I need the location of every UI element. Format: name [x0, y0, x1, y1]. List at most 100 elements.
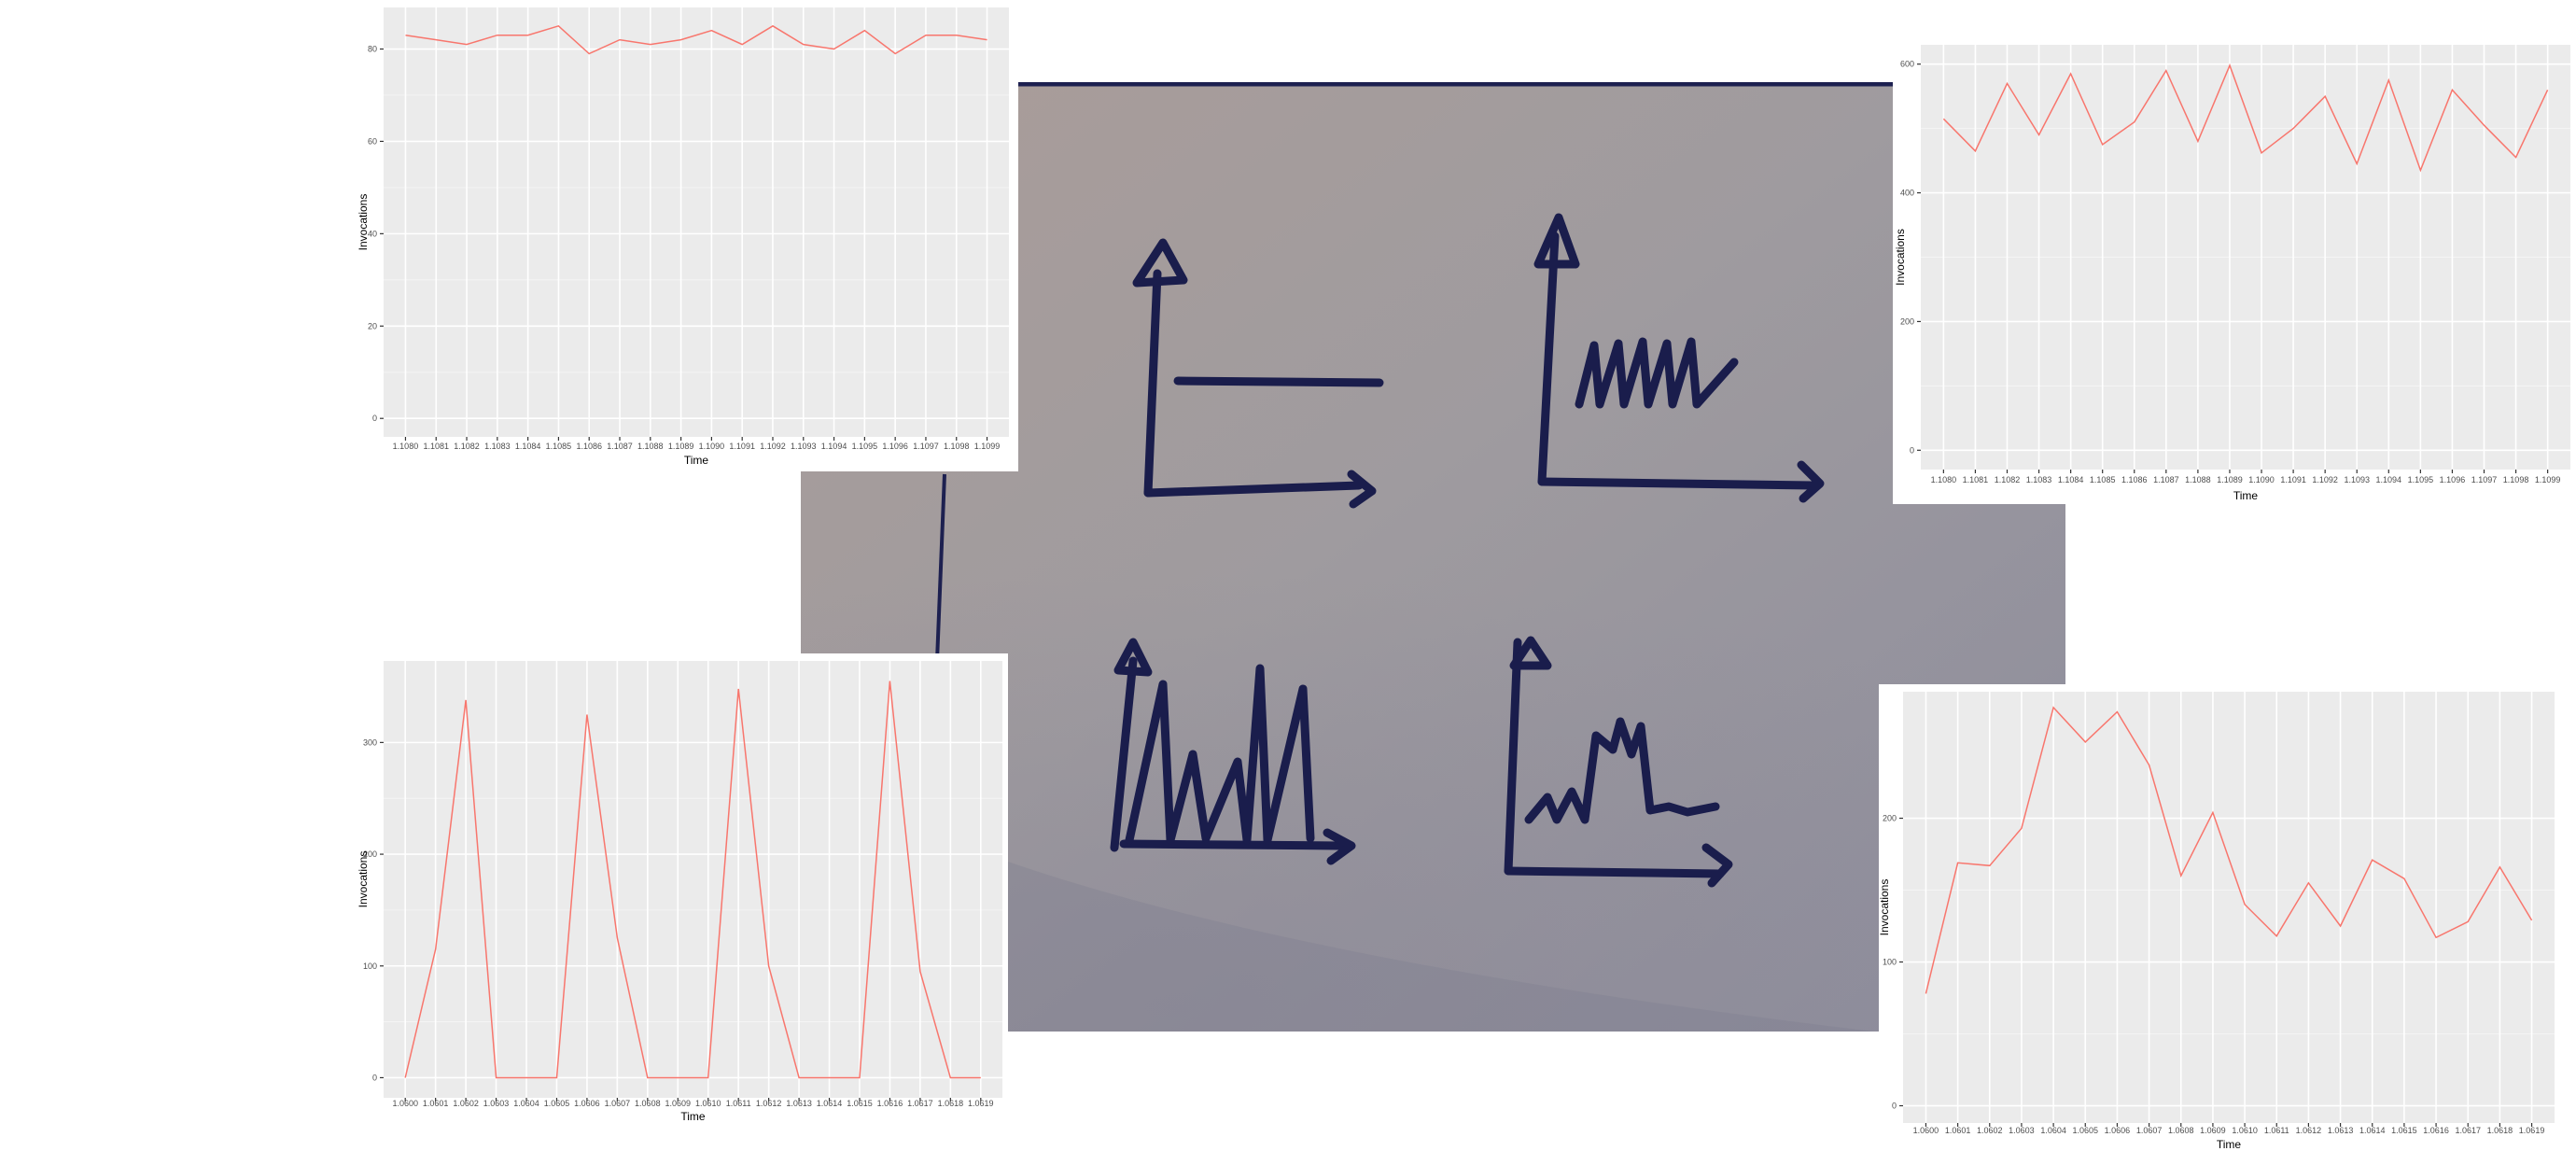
- y-axis-title: Invocations: [1879, 879, 1891, 936]
- x-tick-label: 1.0610: [2232, 1126, 2258, 1135]
- x-tick-label: 1.0612: [2296, 1126, 2322, 1135]
- x-tick-label: 1.0601: [1945, 1126, 1971, 1135]
- y-tick-label: 40: [368, 229, 377, 238]
- x-tick-label: 1.1082: [454, 442, 480, 451]
- x-tick-label: 1.0610: [695, 1099, 721, 1108]
- chart-svg: 0 200 400 600 1.1080 1.1081 1.1082 1.1083 1.1084…: [1894, 45, 2570, 502]
- x-tick-label: 1.1087: [2153, 475, 2179, 484]
- x-tick-label: 1.0611: [2264, 1126, 2289, 1135]
- x-tick-label: 1.1080: [393, 442, 419, 451]
- y-tick-label: 200: [363, 849, 377, 859]
- y-tick-label: 100: [363, 962, 377, 971]
- x-tick-label: 1.1093: [2344, 475, 2370, 484]
- x-tick-label: 1.1096: [2440, 475, 2466, 484]
- y-tick-label: 300: [363, 737, 377, 747]
- x-tick-label: 1.1099: [2535, 475, 2561, 484]
- x-tick-label: 1.0618: [938, 1099, 964, 1108]
- x-tick-label: 1.0609: [665, 1099, 692, 1108]
- x-tick-label: 1.0616: [877, 1099, 903, 1108]
- x-tick-label: 1.0603: [2009, 1126, 2035, 1135]
- x-tick-label: 1.1088: [2185, 475, 2211, 484]
- x-tick-label: 1.1095: [2408, 475, 2434, 484]
- x-tick-label: 1.0604: [513, 1099, 539, 1108]
- x-tick-label: 1.1092: [760, 442, 786, 451]
- line-chart-1: 0 20 40 60 80 1.1080 1.1081 1.1082 1.1083 1.1084 1…: [357, 0, 1018, 471]
- x-tick-label: 1.1081: [1963, 475, 1989, 484]
- y-tick-label: 0: [372, 1073, 377, 1082]
- x-tick-label: 1.1082: [1995, 475, 2021, 484]
- x-tick-label: 1.0615: [2391, 1126, 2417, 1135]
- x-tick-label: 1.0602: [453, 1099, 479, 1108]
- x-tick-label: 1.1080: [1931, 475, 1957, 484]
- y-tick-label: 200: [1883, 814, 1897, 823]
- x-tick-label: 1.1097: [2471, 475, 2498, 484]
- x-tick-label: 1.1097: [913, 442, 939, 451]
- x-tick-label: 1.1085: [2090, 475, 2116, 484]
- x-tick-label: 1.1099: [974, 442, 1001, 451]
- x-tick-label: 1.1091: [729, 442, 755, 451]
- x-tick-label: 1.0608: [2168, 1126, 2194, 1135]
- x-tick-label: 1.1086: [576, 442, 602, 451]
- x-tick-label: 1.0609: [2200, 1126, 2226, 1135]
- x-tick-label: 1.0617: [907, 1099, 933, 1108]
- x-axis-title: Time: [680, 1110, 706, 1123]
- y-tick-label: 0: [372, 414, 377, 423]
- x-tick-label: 1.0605: [544, 1099, 570, 1108]
- y-axis-title: Invocations: [357, 851, 370, 908]
- y-axis-title: Invocations: [357, 194, 370, 251]
- x-tick-label: 1.1083: [2026, 475, 2052, 484]
- x-tick-label: 1.0602: [1977, 1126, 2003, 1135]
- x-tick-label: 1.0618: [2487, 1126, 2513, 1135]
- x-tick-label: 1.0615: [847, 1099, 873, 1108]
- x-tick-label: 1.1083: [484, 442, 511, 451]
- series-line: [1925, 706, 2533, 994]
- plot-panel: [384, 7, 1009, 437]
- x-tick-label: 1.1093: [791, 442, 817, 451]
- y-tick-label: 80: [368, 45, 377, 54]
- x-tick-label: 1.0617: [2455, 1126, 2481, 1135]
- x-tick-label: 1.0614: [2359, 1126, 2386, 1135]
- x-tick-label: 1.0605: [2072, 1126, 2098, 1135]
- y-tick-label: 0: [1892, 1102, 1897, 1111]
- line-chart-2: 0 200 400 600 1.1080 1.1081 1.1082 1.1083 1.1084…: [1893, 37, 2576, 504]
- x-tick-label: 1.0607: [605, 1099, 631, 1108]
- x-tick-label: 1.0600: [392, 1099, 418, 1108]
- x-tick-label: 1.0611: [726, 1099, 751, 1108]
- x-axis-title: Time: [684, 454, 709, 467]
- x-tick-label: 1.1086: [2121, 475, 2148, 484]
- x-tick-label: 1.1087: [607, 442, 633, 451]
- y-axis-title: Invocations: [1894, 229, 1907, 286]
- plot-panel: [1903, 692, 2555, 1123]
- x-tick-label: 1.1081: [423, 442, 449, 451]
- x-tick-label: 1.1092: [2312, 475, 2338, 484]
- x-tick-label: 1.0619: [2519, 1126, 2545, 1135]
- x-tick-label: 1.1091: [2280, 475, 2306, 484]
- x-tick-label: 1.0601: [423, 1099, 449, 1108]
- x-tick-label: 1.0606: [574, 1099, 600, 1108]
- chart-svg: 0 100 200 300 1.0600 1.0601 1.0602 1.0603 1.0604…: [357, 661, 1002, 1123]
- x-tick-label: 1.1089: [668, 442, 694, 451]
- line-chart-3: 0 100 200 300 1.0600 1.0601 1.0602 1.0603 1.0604…: [357, 653, 1008, 1125]
- y-tick-label: 200: [1900, 316, 1914, 326]
- line-chart-4: 0 100 200 1.0600 1.0601 1.0602 1.0603 1.0604 1.0…: [1879, 684, 2559, 1151]
- x-tick-label: 1.0600: [1913, 1126, 1939, 1135]
- x-tick-label: 1.1084: [2058, 475, 2084, 484]
- x-tick-label: 1.1088: [637, 442, 664, 451]
- plot-panel: [384, 661, 1002, 1098]
- x-tick-label: 1.1090: [699, 442, 725, 451]
- x-axis-title: Time: [2233, 489, 2259, 502]
- x-tick-label: 1.0604: [2040, 1126, 2066, 1135]
- y-tick-label: 600: [1900, 60, 1914, 69]
- chart-svg: 0 100 200 1.0600 1.0601 1.0602 1.0603 1.0604 1.0…: [1879, 692, 2555, 1151]
- x-tick-label: 1.1098: [2503, 475, 2529, 484]
- x-tick-label: 1.1095: [852, 442, 878, 451]
- x-tick-label: 1.1098: [944, 442, 970, 451]
- series-line: [405, 24, 987, 55]
- x-tick-label: 1.0607: [2136, 1126, 2163, 1135]
- x-axis-title: Time: [2217, 1138, 2242, 1151]
- x-tick-label: 1.1094: [2376, 475, 2402, 484]
- x-tick-label: 1.0606: [2105, 1126, 2131, 1135]
- x-tick-label: 1.1096: [882, 442, 908, 451]
- y-tick-label: 60: [368, 136, 377, 146]
- x-tick-label: 1.0614: [817, 1099, 843, 1108]
